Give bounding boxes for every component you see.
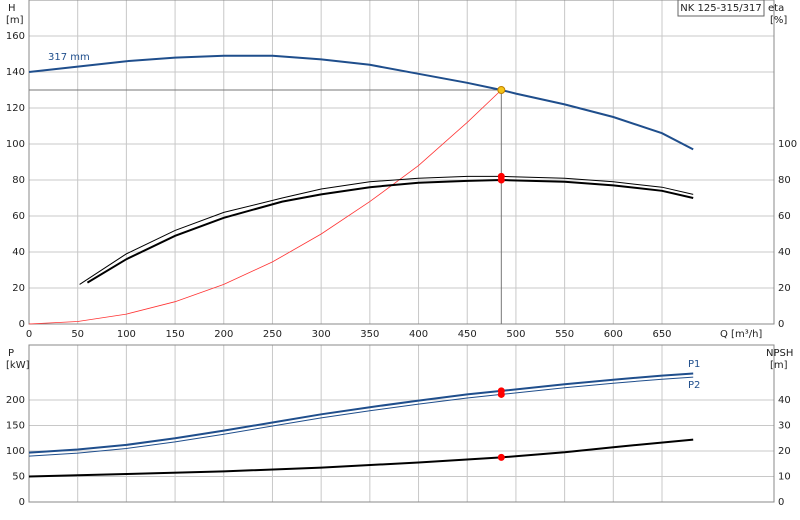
y-tick-label: 50: [12, 472, 25, 483]
x-tick-label: 600: [604, 329, 623, 340]
y2-tick-label: 20: [778, 446, 791, 457]
y2-tick-label: 30: [778, 421, 791, 432]
x-tick-label: 650: [652, 329, 671, 340]
x-tick-label: 400: [409, 329, 428, 340]
title-box: [677, 0, 765, 17]
operating-point: [497, 453, 505, 461]
series-line: [28, 54, 694, 151]
y2-tick-label: 10: [778, 472, 791, 483]
series-line: [28, 376, 694, 457]
y2-axis-label: NPSH: [766, 348, 793, 359]
y-tick-label: 100: [6, 446, 25, 457]
y-tick-label: 80: [12, 175, 25, 186]
series-line: [28, 372, 694, 454]
y-tick-label: 140: [6, 67, 25, 78]
series-label: P2: [688, 380, 700, 391]
y-tick-label: 20: [12, 283, 25, 294]
y-axis-unit: [m]: [6, 15, 24, 26]
y2-tick-label: 80: [778, 175, 791, 186]
x-tick-label: 300: [312, 329, 331, 340]
y-tick-label: 120: [6, 103, 25, 114]
y2-tick-label: 60: [778, 211, 791, 222]
y2-tick-label: 40: [778, 247, 791, 258]
y-axis-label: H: [8, 3, 16, 14]
plot-frame: [28, 344, 775, 503]
series-line: [28, 89, 502, 325]
y-tick-label: 40: [12, 247, 25, 258]
x-tick-label: 350: [360, 329, 379, 340]
y2-tick-label: 0: [778, 319, 784, 330]
x-tick-label: 500: [506, 329, 525, 340]
series-line: [79, 175, 694, 285]
y2-tick-label: 20: [778, 283, 791, 294]
series-label: P1: [688, 359, 700, 370]
y-tick-label: 200: [6, 395, 25, 406]
y-tick-label: 60: [12, 211, 25, 222]
series-line: [28, 438, 694, 478]
operating-point: [497, 390, 505, 398]
x-tick-label: 250: [263, 329, 282, 340]
x-tick-label: 50: [71, 329, 84, 340]
x-tick-label: 150: [166, 329, 185, 340]
x-tick-label: 200: [214, 329, 233, 340]
chart-title: NK 125-315/317: [680, 3, 761, 14]
y2-tick-label: 0: [778, 497, 784, 508]
x-axis-label: Q [m³/h]: [720, 329, 762, 340]
y2-axis-unit: [%]: [770, 15, 787, 26]
y-tick-label: 0: [19, 497, 25, 508]
y-tick-label: 160: [6, 31, 25, 42]
y2-tick-label: 100: [778, 139, 797, 150]
y-tick-label: 150: [6, 421, 25, 432]
plot-frame: [28, 0, 775, 325]
x-tick-label: 450: [458, 329, 477, 340]
y-tick-label: 100: [6, 139, 25, 150]
y-tick-label: 0: [19, 319, 25, 330]
operating-point: [497, 176, 505, 184]
operating-point: [497, 86, 506, 94]
x-tick-label: 100: [117, 329, 136, 340]
y2-axis-label: eta: [768, 3, 784, 14]
series-label: 317 mm: [48, 52, 90, 63]
x-tick-label: 550: [555, 329, 574, 340]
y2-tick-label: 40: [778, 395, 791, 406]
y-axis-unit: [kW]: [6, 360, 30, 371]
y2-axis-unit: [m]: [770, 360, 788, 371]
series-line: [86, 178, 694, 284]
y-axis-label: P: [8, 348, 14, 359]
x-tick-label: 0: [26, 329, 32, 340]
